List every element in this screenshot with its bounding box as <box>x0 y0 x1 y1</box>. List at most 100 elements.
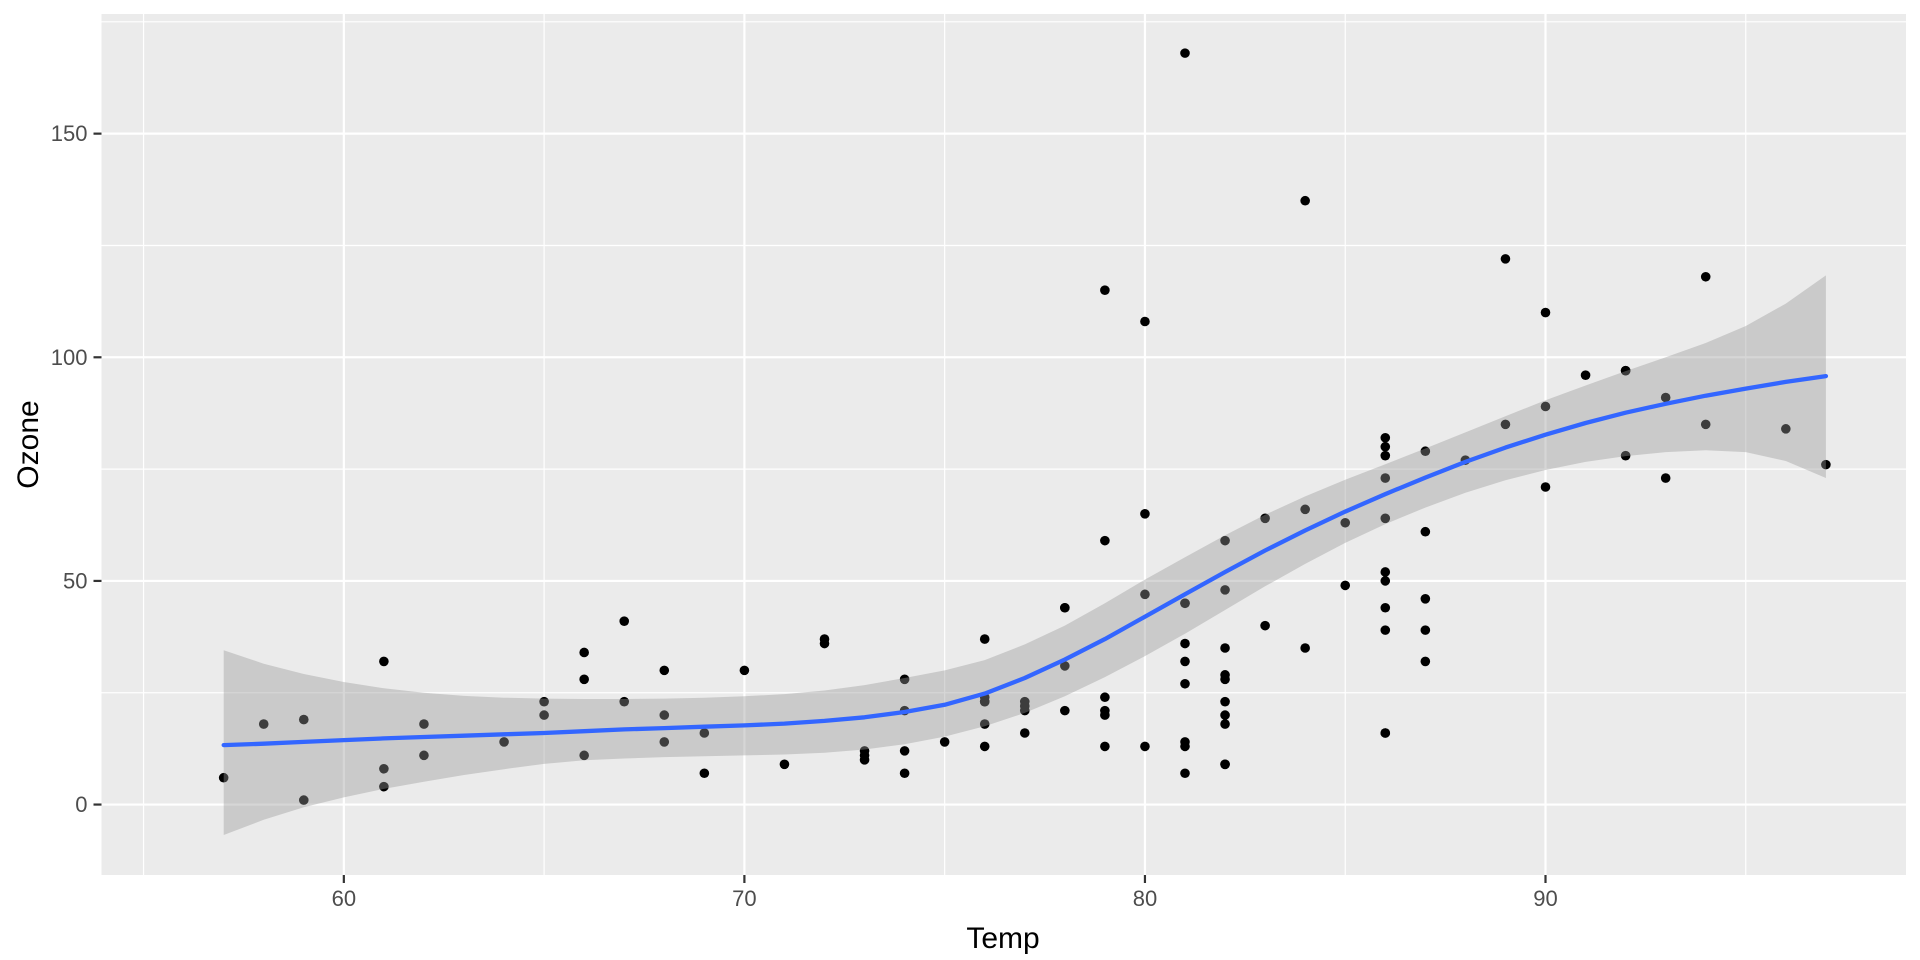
data-point <box>1220 696 1230 707</box>
data-point <box>1380 576 1391 586</box>
data-point <box>1660 392 1671 403</box>
data-point <box>1140 741 1150 752</box>
data-point <box>218 772 229 783</box>
data-point <box>1380 567 1391 577</box>
data-point <box>1140 316 1150 327</box>
data-point <box>859 755 870 765</box>
y-tick-label: 150 <box>51 121 88 146</box>
data-point <box>1180 768 1190 779</box>
x-tick-label: 90 <box>1533 886 1557 911</box>
data-point <box>1700 271 1711 282</box>
data-point <box>419 719 429 729</box>
data-point <box>1220 710 1230 720</box>
data-point <box>899 768 910 779</box>
data-point <box>979 696 990 707</box>
data-point <box>979 719 990 729</box>
data-point <box>1180 737 1190 747</box>
x-tick-label: 70 <box>732 886 756 911</box>
data-point <box>1380 450 1391 461</box>
data-point <box>1180 48 1190 58</box>
data-point <box>859 746 870 756</box>
data-point <box>1060 705 1070 716</box>
data-point <box>939 737 950 747</box>
data-point <box>1620 450 1631 461</box>
data-point <box>1540 307 1551 318</box>
data-point <box>699 768 710 779</box>
data-point <box>499 737 509 747</box>
data-point <box>1180 656 1190 667</box>
data-point <box>1380 625 1391 635</box>
data-point <box>1540 482 1551 492</box>
chart-layers: 60 70 80 90 0 50 100 150 <box>51 14 1906 911</box>
data-point <box>1300 504 1310 515</box>
data-point <box>1380 441 1391 452</box>
data-point <box>1420 656 1431 667</box>
data-point <box>1100 692 1110 703</box>
data-point <box>1220 535 1230 546</box>
data-point <box>899 746 910 756</box>
y-tick-label: 0 <box>75 792 87 817</box>
data-point <box>1060 661 1070 671</box>
data-point <box>1660 473 1671 483</box>
data-point <box>539 710 549 720</box>
data-point <box>1420 446 1431 457</box>
data-point <box>659 665 670 676</box>
data-point <box>1500 419 1511 430</box>
data-point <box>1380 728 1391 738</box>
data-point <box>659 737 670 747</box>
data-point <box>1180 678 1190 689</box>
data-point <box>1340 517 1351 528</box>
data-point <box>1540 401 1551 412</box>
data-point <box>1100 741 1110 752</box>
data-point <box>1019 728 1030 738</box>
data-point <box>1220 674 1230 685</box>
data-point <box>298 795 309 805</box>
data-point <box>1700 419 1711 430</box>
data-point <box>1180 638 1190 649</box>
data-point <box>379 763 389 774</box>
data-point <box>1380 602 1391 613</box>
data-point <box>1019 696 1030 707</box>
data-point <box>1420 526 1431 537</box>
data-point <box>1220 719 1230 729</box>
data-point <box>1100 285 1110 295</box>
data-point <box>579 647 589 658</box>
x-axis-title: Temp <box>966 922 1039 955</box>
data-point <box>659 710 670 720</box>
data-point <box>779 759 790 770</box>
data-point <box>539 696 549 707</box>
data-point <box>619 616 630 626</box>
data-point <box>1260 513 1270 524</box>
smooth-line <box>221 373 1829 748</box>
y-tick-label: 100 <box>51 345 88 370</box>
data-point <box>1420 594 1431 604</box>
data-point <box>1140 509 1150 519</box>
x-tick-label: 80 <box>1133 886 1157 911</box>
data-point <box>1100 535 1110 546</box>
data-point <box>1300 195 1310 206</box>
data-point <box>1060 602 1070 613</box>
x-tick-label: 60 <box>332 886 356 911</box>
data-point <box>579 674 589 685</box>
data-point <box>1380 432 1391 443</box>
data-point <box>1380 513 1391 524</box>
data-point <box>739 665 750 676</box>
data-point <box>419 750 429 761</box>
data-point <box>619 696 630 707</box>
data-point <box>1340 580 1351 591</box>
data-point <box>1180 598 1190 609</box>
y-tick-label: 50 <box>63 568 87 593</box>
data-point <box>1580 370 1591 380</box>
data-point <box>979 741 990 752</box>
data-point <box>1781 424 1791 434</box>
data-point <box>699 728 710 738</box>
data-point <box>1220 643 1230 653</box>
data-point <box>579 750 589 761</box>
y-axis-title: Ozone <box>12 400 45 488</box>
confidence-ribbon <box>223 275 1826 835</box>
data-point <box>1380 473 1391 483</box>
data-point <box>1260 620 1270 631</box>
data-point <box>899 674 910 685</box>
data-point <box>1821 459 1831 470</box>
